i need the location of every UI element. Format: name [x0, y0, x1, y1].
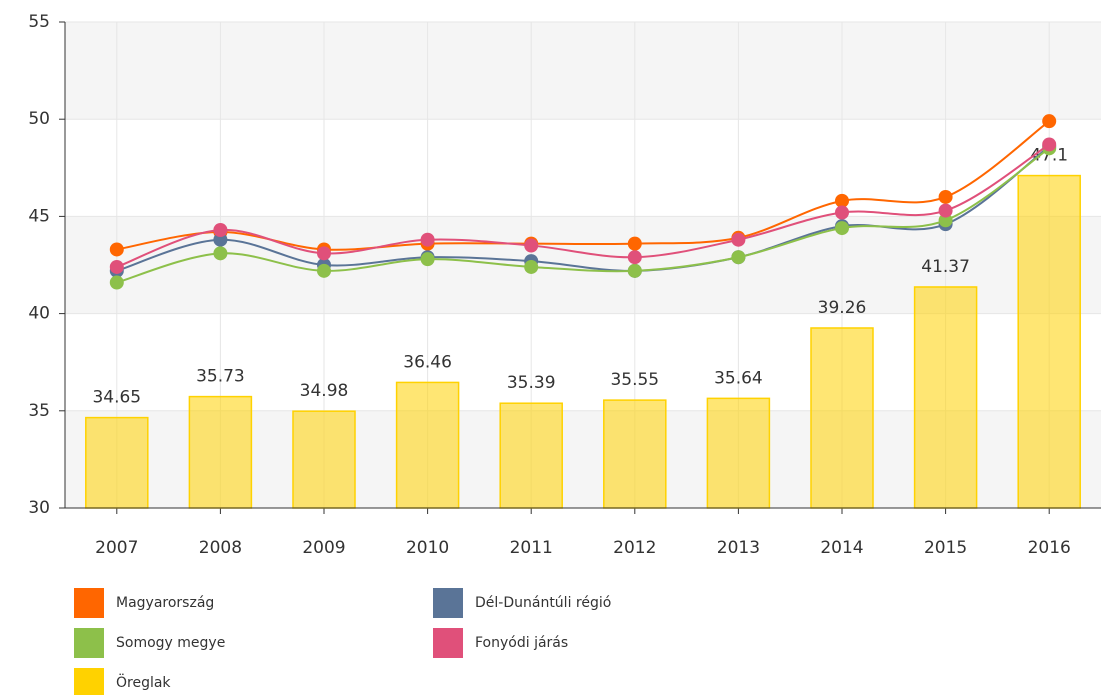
point: [213, 232, 228, 247]
y-tick-label: 40: [28, 304, 50, 324]
point: [731, 250, 746, 265]
bar: [913, 286, 978, 509]
point: [420, 232, 435, 247]
data-label: 34.98: [300, 381, 349, 401]
x-tick-label: 2009: [302, 538, 345, 558]
point: [317, 263, 331, 278]
plot-band: [65, 22, 1101, 120]
data-label: 34.65: [92, 388, 141, 408]
line: [116, 147, 1050, 284]
point: [627, 263, 642, 278]
x-tick-label: 2007: [95, 538, 138, 558]
data-label: 35.55: [610, 370, 659, 390]
legend-label: Fonyódi járás: [475, 635, 568, 651]
x-tick-label: 2010: [406, 538, 449, 558]
point: [835, 205, 849, 220]
legend-swatch: [74, 628, 104, 658]
x-tick-label: 2013: [717, 538, 760, 558]
point: [109, 242, 124, 257]
point: [1042, 137, 1057, 152]
y-tick-label: 55: [28, 12, 50, 32]
bar: [395, 381, 460, 509]
point: [213, 246, 228, 261]
legend-label: Öreglak: [116, 673, 171, 691]
legend-label: Dél-Dunántúli régió: [475, 595, 611, 611]
x-tick-label: 2012: [613, 538, 656, 558]
bar: [188, 395, 253, 509]
y-tick-label: 35: [28, 401, 50, 421]
point: [213, 223, 228, 238]
bar: [85, 416, 149, 509]
line: [116, 143, 1050, 268]
legend-label: Magyarország: [116, 595, 214, 611]
data-label: 35.64: [714, 368, 763, 388]
x-tick-label: 2016: [1028, 538, 1071, 558]
y-tick-label: 50: [28, 109, 50, 129]
data-label: 41.37: [921, 257, 970, 277]
legend-swatch: [433, 628, 463, 658]
point: [627, 236, 642, 251]
point: [1042, 114, 1057, 129]
bar: [603, 399, 667, 509]
point: [938, 189, 953, 204]
data-label: 35.73: [196, 367, 245, 387]
x-tick-label: 2011: [510, 538, 553, 558]
bar: [1017, 174, 1081, 509]
data-label: 35.39: [507, 373, 556, 393]
point: [317, 246, 331, 261]
data-label: 36.46: [403, 352, 452, 372]
point: [938, 203, 953, 218]
bar: [499, 402, 563, 509]
point: [835, 193, 849, 208]
bar: [292, 410, 356, 509]
point: [524, 259, 539, 274]
legend-swatch: [74, 668, 104, 695]
point: [524, 238, 539, 253]
point: [109, 275, 124, 290]
point: [420, 252, 435, 267]
bar: [810, 327, 874, 509]
point: [109, 259, 124, 274]
legend-label: Somogy megye: [116, 635, 225, 651]
bar: [706, 397, 771, 509]
point: [835, 221, 849, 236]
x-tick-label: 2015: [924, 538, 967, 558]
point: [938, 213, 953, 228]
y-tick-label: 45: [28, 206, 50, 226]
x-tick-label: 2014: [820, 538, 863, 558]
point: [627, 250, 642, 265]
legend-swatch: [74, 588, 104, 618]
data-label: 39.26: [818, 298, 867, 318]
legend-swatch: [433, 588, 463, 618]
x-tick-label: 2008: [199, 538, 242, 558]
point: [731, 232, 746, 247]
line: [116, 145, 1050, 272]
y-tick-label: 30: [28, 498, 50, 518]
